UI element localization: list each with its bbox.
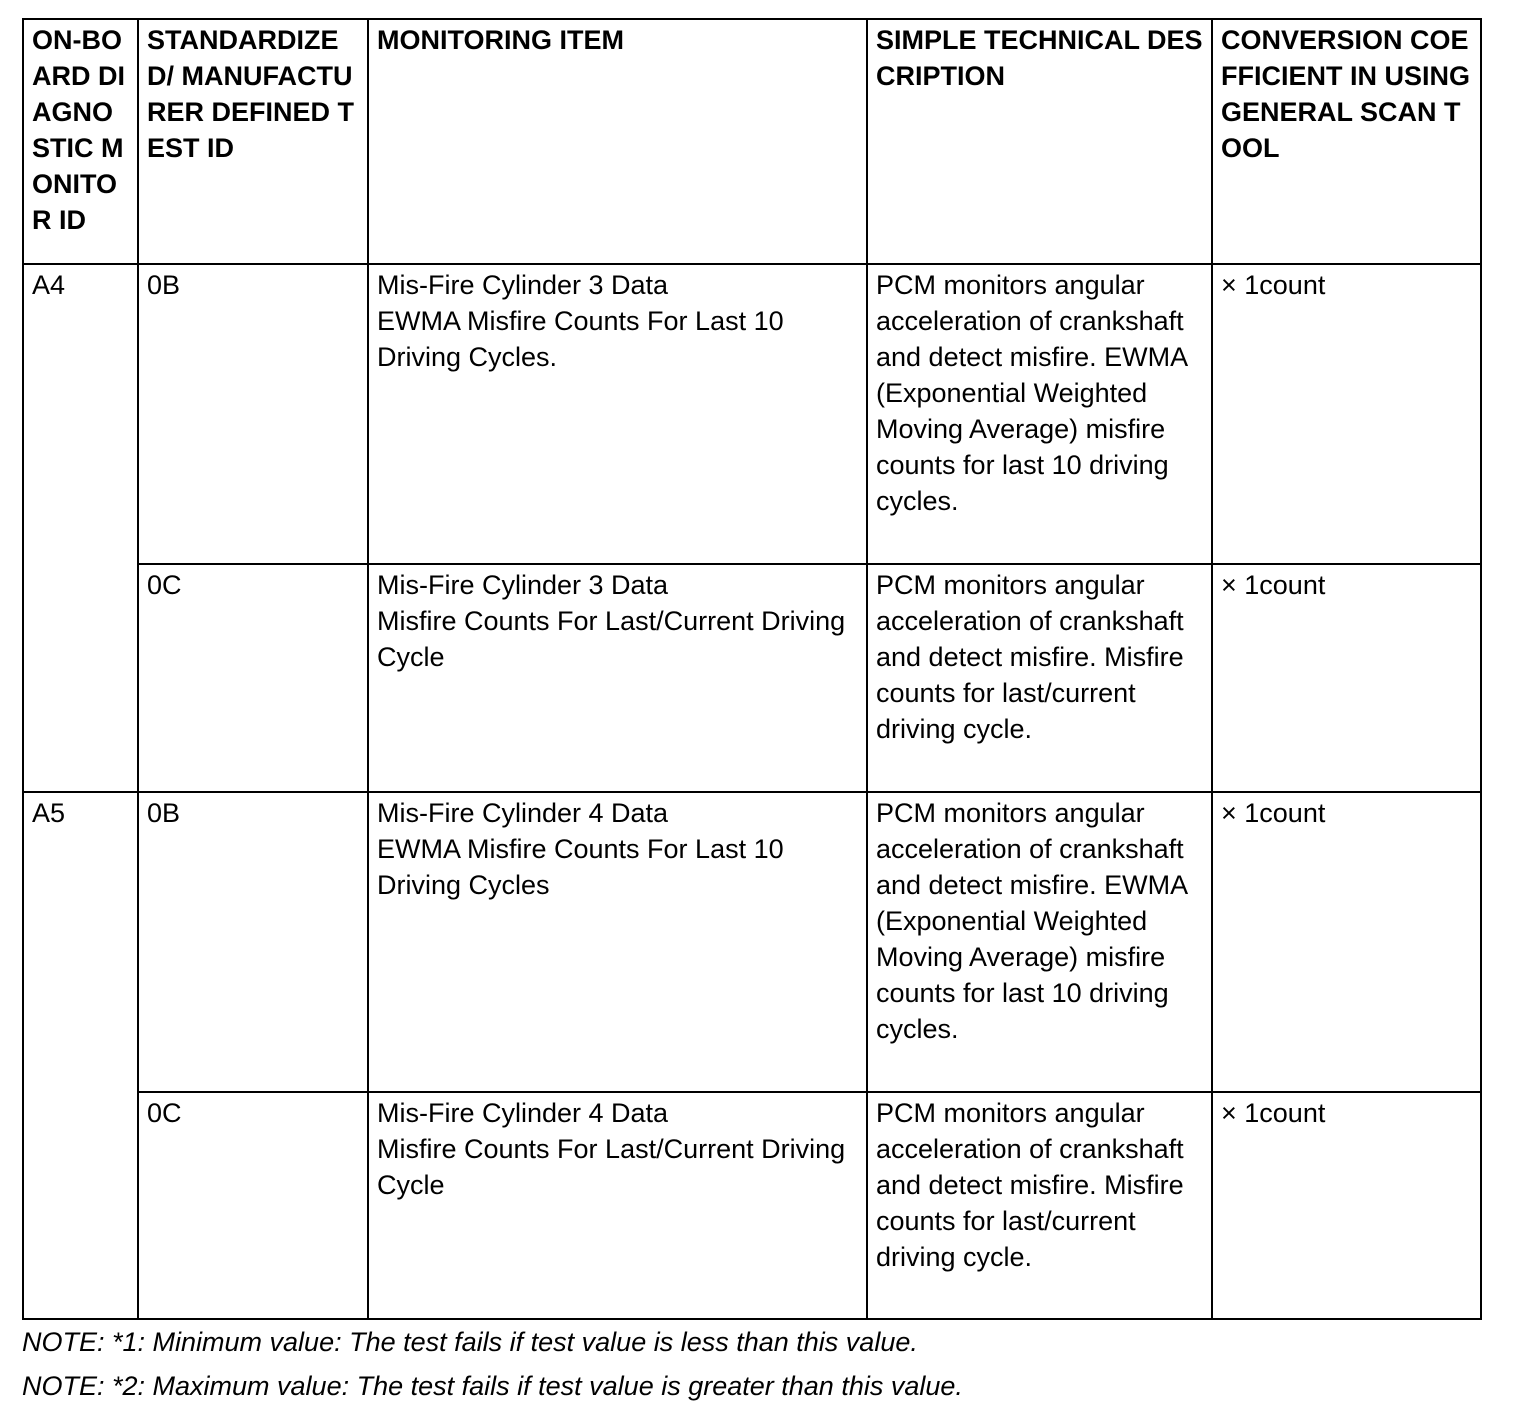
test-id-cell: 0C	[137, 1091, 369, 1320]
test-id-cell: 0C	[137, 563, 369, 793]
monitoring-item-cell: Mis-Fire Cylinder 4 Data Misfire Counts F…	[367, 1091, 868, 1320]
description-cell: PCM monitors angular acceleration of cra…	[866, 563, 1213, 793]
item-line-2: EWMA Misfire Counts For Last 10 Driving …	[377, 834, 784, 900]
item-line-2: EWMA Misfire Counts For Last 10 Driving …	[377, 306, 784, 372]
note-maximum: NOTE: *2: Maximum value: The test fails …	[22, 1371, 963, 1401]
header-monitoring-item: MONITORING ITEM	[367, 18, 868, 265]
item-line-1: Mis-Fire Cylinder 3 Data	[377, 270, 669, 300]
test-id-cell: 0B	[137, 263, 369, 565]
monitoring-item-cell: Mis-Fire Cylinder 3 Data EWMA Misfire Cou…	[367, 263, 868, 565]
coefficient-cell: × 1count	[1211, 563, 1482, 793]
header-coefficient: CONVERSION COEFFICIENT IN USING GENERAL …	[1211, 18, 1482, 265]
description-cell: PCM monitors angular acceleration of cra…	[866, 263, 1213, 565]
table-row: A5 0B Mis-Fire Cylinder 4 Data EWMA Misfi…	[22, 791, 1482, 1320]
coefficient-cell: × 1count	[1211, 791, 1482, 1093]
item-line-1: Mis-Fire Cylinder 4 Data	[377, 798, 669, 828]
test-id-cell: 0B	[137, 791, 369, 1093]
header-row: ON-BOARD DIAGNOSTIC MONITOR ID STANDARDI…	[22, 18, 1482, 265]
item-line-1: Mis-Fire Cylinder 3 Data	[377, 570, 669, 600]
item-line-2: Misfire Counts For Last/Current Driving …	[377, 1134, 846, 1200]
table-row: 0C Mis-Fire Cylinder 4 Data Misfire Count…	[23, 1091, 1482, 1320]
item-line-2: Misfire Counts For Last/Current Driving …	[377, 606, 846, 672]
description-cell: PCM monitors angular acceleration of cra…	[866, 791, 1213, 1093]
monitor-id-cell: A4	[22, 263, 139, 793]
monitor-id-cell: A5	[22, 791, 139, 1320]
coefficient-cell: × 1count	[1211, 263, 1482, 565]
header-description: SIMPLE TECHNICAL DESCRIPTION	[866, 18, 1213, 265]
table-row: 0C Mis-Fire Cylinder 3 Data Misfire Count…	[23, 563, 1482, 793]
item-line-1: Mis-Fire Cylinder 4 Data	[377, 1098, 669, 1128]
monitor-table: ON-BOARD DIAGNOSTIC MONITOR ID STANDARDI…	[22, 18, 1482, 1320]
monitoring-item-cell: Mis-Fire Cylinder 3 Data Misfire Counts F…	[367, 563, 868, 793]
header-monitor-id: ON-BOARD DIAGNOSTIC MONITOR ID	[22, 18, 139, 265]
coefficient-cell: × 1count	[1211, 1091, 1482, 1320]
header-test-id: STANDARDIZED/ MANUFACTURER DEFINED TEST …	[137, 18, 369, 265]
description-cell: PCM monitors angular acceleration of cra…	[866, 1091, 1213, 1320]
monitoring-item-cell: Mis-Fire Cylinder 4 Data EWMA Misfire Cou…	[367, 791, 868, 1093]
table-row: A4 0B Mis-Fire Cylinder 3 Data EWMA Misfi…	[22, 263, 1482, 793]
note-minimum: NOTE: *1: Minimum value: The test fails …	[22, 1327, 918, 1357]
